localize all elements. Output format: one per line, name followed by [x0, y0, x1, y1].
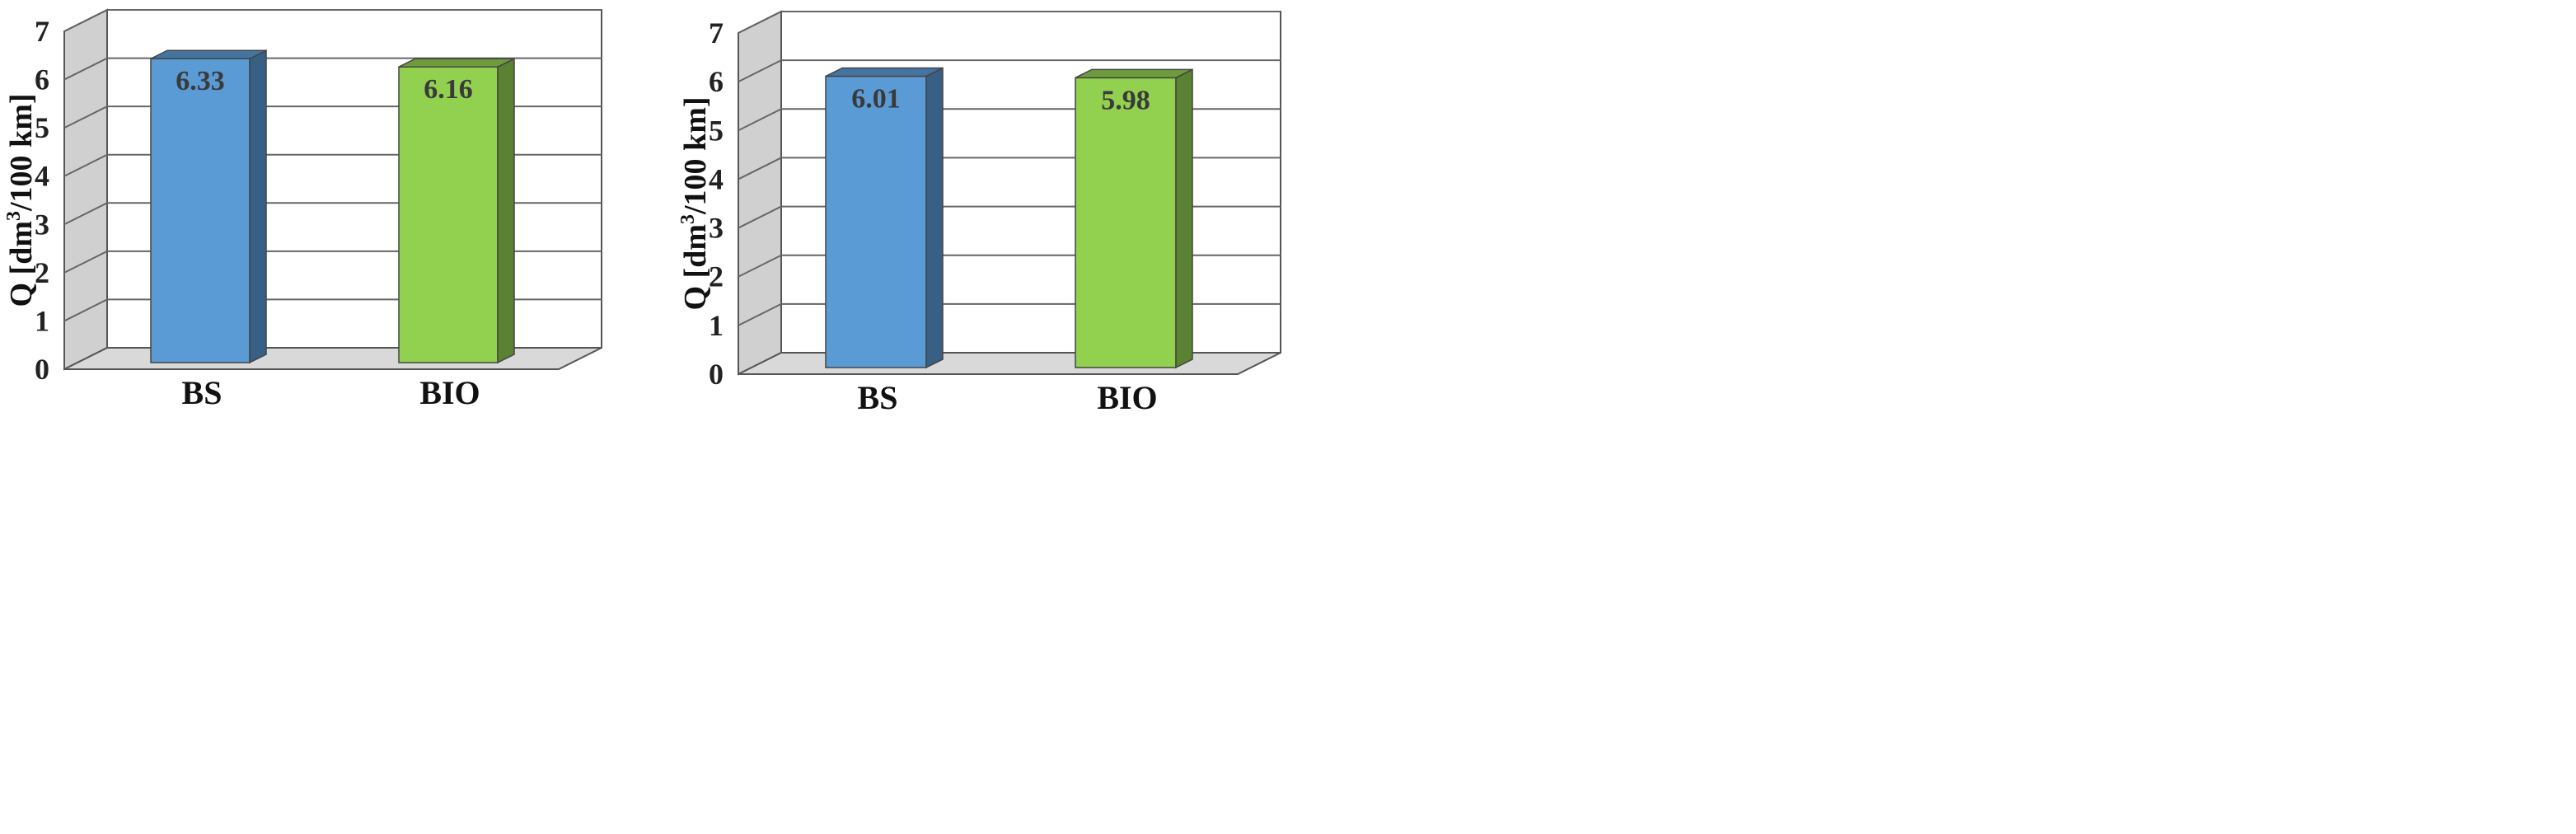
gridline-side — [63, 57, 108, 81]
bar-top — [150, 49, 267, 59]
y-tick-label: 2 — [35, 256, 49, 289]
data-label: 6.16 — [424, 74, 473, 105]
gridline-side — [738, 157, 782, 180]
y-axis-label: Q [dm3/100 km] — [3, 94, 39, 307]
gridline-side — [63, 202, 108, 226]
side-wall — [738, 10, 782, 376]
bar-front — [150, 58, 251, 363]
x-tick-label: BIO — [419, 374, 480, 411]
gridline-side — [63, 153, 108, 177]
y-axis-label: Q [dm3/100 km] — [677, 97, 713, 311]
bar-front — [398, 66, 499, 363]
y-tick-label: 0 — [709, 358, 724, 391]
floor — [738, 352, 1281, 375]
y-tick-label: 6 — [35, 63, 49, 96]
data-label: 5.98 — [1101, 85, 1150, 115]
bar-front — [1075, 77, 1177, 368]
gridline-side — [63, 105, 108, 129]
y-axis-label-end: /100 km] — [4, 94, 39, 213]
y-tick-label: 5 — [709, 114, 724, 147]
bar-bs: 6.33 — [150, 49, 267, 364]
bar-top — [398, 58, 515, 68]
data-label: 6.01 — [851, 84, 901, 115]
chart-panel-2: 0 1 2 3 4 5 6 7 Q [dm3/100 km] 6.01 BS 5.98 BIO — [677, 10, 1281, 416]
chart-panel-1: 0 1 2 3 4 5 6 7 Q [dm3/100 km] 6.33 BS 6.16 BIO — [3, 8, 602, 411]
y-axis-label-main: Q [dm — [678, 224, 713, 311]
y-tick-label: 4 — [709, 162, 724, 195]
y-tick-label: 6 — [709, 65, 724, 98]
y-axis-label-end: /100 km] — [678, 97, 713, 216]
y-tick-label: 3 — [35, 208, 49, 241]
y-tick-label: 3 — [709, 212, 724, 245]
y-tick-label: 4 — [35, 160, 49, 193]
y-tick-label: 1 — [709, 309, 724, 342]
y-tick-label: 0 — [35, 353, 49, 386]
y-tick-label: 1 — [35, 304, 49, 337]
bar-top — [1075, 68, 1193, 79]
bar-bs: 6.01 — [825, 67, 944, 369]
floor — [63, 347, 602, 370]
gridline-side — [738, 205, 782, 229]
y-axis-label-sup: 3 — [3, 211, 25, 221]
gridline-side — [738, 108, 782, 132]
y-tick-label: 5 — [35, 111, 49, 144]
bar-bio: 5.98 — [1075, 68, 1193, 369]
gridline-side — [738, 254, 782, 278]
y-tick-label: 7 — [35, 15, 49, 48]
bar-side — [1175, 68, 1193, 369]
gridline-side — [738, 59, 782, 83]
gridline-side — [738, 11, 782, 34]
x-tick-label: BIO — [1097, 379, 1157, 416]
bar-top — [825, 67, 944, 77]
gridline-side — [63, 298, 108, 322]
x-tick-label: BS — [858, 379, 898, 416]
bar-front — [825, 75, 927, 368]
bar-side — [925, 67, 944, 369]
bar-side — [249, 49, 267, 364]
y-tick-label: 7 — [709, 16, 724, 49]
x-tick-label: BS — [182, 374, 222, 411]
gridline-side — [63, 9, 108, 32]
y-axis-label-main: Q [dm — [4, 221, 39, 307]
side-wall — [63, 8, 108, 371]
y-tick-label: 2 — [709, 260, 724, 293]
data-label: 6.33 — [176, 66, 225, 96]
gridline-side — [738, 302, 782, 326]
gridline-side — [63, 250, 108, 274]
bar-bio: 6.16 — [398, 57, 515, 364]
y-axis-label-sup: 3 — [677, 214, 699, 224]
bar-side — [497, 57, 515, 364]
